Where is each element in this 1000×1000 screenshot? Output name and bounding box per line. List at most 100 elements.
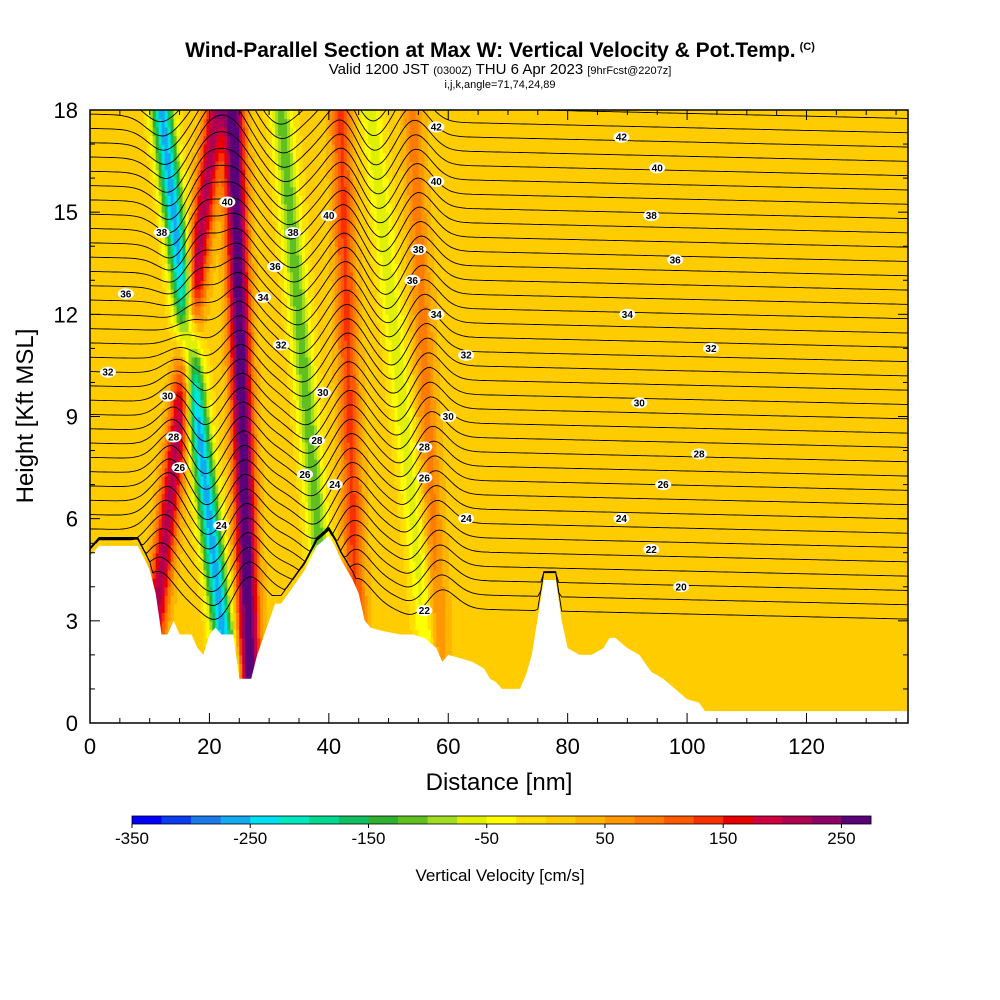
field-cell: [343, 322, 351, 332]
field-cell: [233, 629, 237, 639]
theta-contour-line: [90, 300, 908, 354]
field-cell: [436, 637, 446, 647]
field-cell: [352, 365, 357, 375]
field-cell: [349, 305, 354, 315]
field-cell: [301, 246, 306, 256]
field-cell: [248, 297, 252, 307]
field-cell: [182, 365, 187, 375]
field-cell: [212, 118, 225, 128]
field-cell: [358, 118, 363, 128]
field-cell: [194, 203, 199, 213]
field-cell: [239, 569, 243, 579]
field-cell: [245, 382, 249, 392]
field-cell: [358, 339, 363, 349]
field-cell: [164, 586, 169, 596]
field-cell: [194, 544, 199, 554]
field-cell: [188, 459, 193, 469]
field-cell: [182, 493, 187, 503]
field-cell: [269, 110, 273, 120]
field-cell: [182, 399, 187, 409]
field-cell: [352, 305, 357, 315]
field-cell: [301, 484, 306, 494]
theta-label-backdrop: [267, 261, 284, 273]
theta-label-text: 28: [693, 449, 705, 460]
field-cell: [307, 297, 312, 307]
field-cell: [278, 110, 285, 120]
field-cell: [161, 484, 166, 494]
field-cell: [236, 425, 240, 435]
field-cell: [382, 305, 387, 315]
field-cell: [191, 459, 196, 469]
field-cell: [346, 476, 351, 486]
field-cell: [203, 314, 208, 324]
field-cell: [367, 169, 375, 179]
field-cell: [191, 271, 196, 281]
field-cell: [251, 484, 255, 494]
field-cell: [406, 365, 411, 375]
field-cell: [412, 629, 419, 639]
field-cell: [313, 382, 318, 392]
field-cell: [358, 373, 366, 384]
field-cell: [284, 195, 294, 205]
field-cell: [287, 246, 291, 256]
field-cell: [397, 442, 402, 452]
field-cell: [167, 569, 172, 579]
field-cell: [352, 450, 357, 460]
field-cell: [337, 212, 342, 222]
theta-label-backdrop: [702, 342, 719, 354]
field-cell: [251, 322, 255, 332]
field-cell: [170, 518, 175, 528]
field-cell: [290, 314, 294, 324]
field-cell: [436, 493, 440, 503]
field-cell: [227, 442, 231, 452]
field-cell: [185, 203, 190, 213]
field-cell: [230, 586, 234, 596]
field-cell: [212, 476, 216, 486]
field-cell: [424, 161, 428, 171]
field-cell: [304, 493, 309, 503]
theta-label-text: 28: [419, 443, 431, 454]
field-cell: [209, 561, 214, 571]
field-cell: [355, 356, 360, 367]
field-cell: [224, 603, 228, 613]
field-cell: [406, 135, 411, 145]
theta-contour-label-32: 32: [702, 342, 719, 355]
field-cell: [230, 373, 234, 384]
field-cell: [406, 186, 414, 196]
field-cell: [358, 510, 363, 520]
field-cell: [155, 595, 163, 605]
field-cell: [254, 646, 258, 656]
field-cell: [221, 501, 225, 511]
field-cell: [188, 493, 193, 503]
field-cell: [224, 220, 228, 230]
field-cell: [233, 237, 243, 247]
field-cell: [248, 118, 252, 128]
field-cell: [236, 484, 240, 494]
field-cell: [442, 552, 449, 562]
field-cell: [200, 152, 205, 162]
field-cell: [182, 501, 187, 511]
field-cell: [191, 433, 196, 443]
field-cell: [394, 459, 402, 469]
field-cell: [316, 416, 321, 426]
field-cell: [337, 195, 342, 205]
field-cell: [173, 229, 181, 239]
field-cell: [221, 476, 225, 486]
field-cell: [397, 305, 402, 315]
field-cell: [406, 484, 417, 494]
field-cell: [394, 365, 405, 375]
field-cell: [397, 271, 405, 281]
field-cell: [206, 169, 211, 179]
field-cell: [209, 390, 216, 401]
field-cell: [242, 646, 246, 656]
field-cell: [367, 118, 378, 128]
theta-contour-line: [90, 526, 908, 620]
field-cell: [218, 501, 222, 511]
field-cell: [349, 510, 357, 520]
field-cell: [301, 254, 306, 264]
field-cell: [293, 356, 297, 367]
field-cell: [358, 322, 363, 332]
field-cell: [179, 288, 184, 298]
field-cell: [343, 161, 348, 171]
field-cell: [224, 322, 228, 332]
